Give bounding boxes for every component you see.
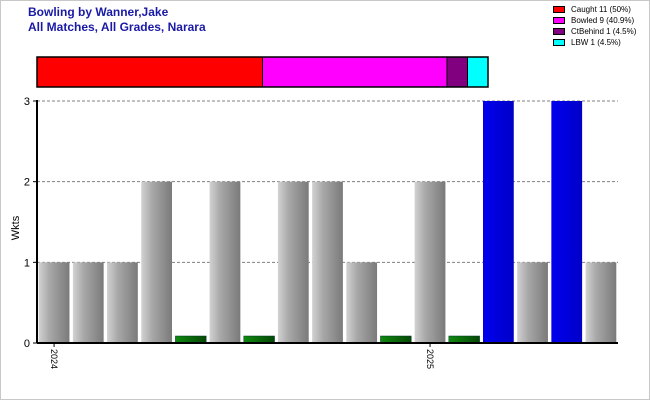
legend-swatch-bowled <box>553 17 565 24</box>
bar-1 <box>72 262 104 343</box>
bar-14 <box>517 262 548 343</box>
chart-title: Bowling by Wanner,Jake <box>28 5 169 19</box>
percent-segment-lbw <box>467 56 489 88</box>
percent-bar-border <box>36 56 489 88</box>
legend-label-lbw: LBW 1 (4.5%) <box>571 38 621 47</box>
legend-swatch-ctbehind <box>553 28 565 35</box>
bar-13 <box>483 101 514 343</box>
bar-0 <box>38 262 70 343</box>
legend-label-caught: Caught 11 (50%) <box>571 5 631 14</box>
x-tick-label-2025: 2025 <box>425 349 435 369</box>
y-tick-label-3: 3 <box>24 96 30 108</box>
bar-16 <box>585 262 617 343</box>
bar-3 <box>141 181 172 343</box>
legend-swatch-caught <box>553 6 565 13</box>
bar-4 <box>175 335 207 344</box>
bar-15 <box>551 101 583 343</box>
bar-2 <box>107 262 138 343</box>
bar-9 <box>346 262 378 343</box>
chart-subtitle: All Matches, All Grades, Narara <box>28 20 206 34</box>
bar-6 <box>243 335 275 344</box>
x-ticks: 2024 2025 <box>49 343 435 369</box>
percent-bar <box>36 56 489 88</box>
legend-label-bowled: Bowled 9 (40.9%) <box>571 16 635 25</box>
percent-segment-ctbehind <box>446 56 468 88</box>
legend-label-ctbehind: CtBehind 1 (4.5%) <box>571 27 637 36</box>
x-tick-label-2024: 2024 <box>49 349 59 369</box>
bar-7 <box>277 181 309 343</box>
bar-12 <box>448 335 480 344</box>
axes <box>36 100 618 344</box>
y-ticks: 0 1 2 3 <box>24 96 37 350</box>
bar-8 <box>312 181 343 343</box>
y-tick-label-1: 1 <box>24 257 30 269</box>
y-tick-label-2: 2 <box>24 177 30 189</box>
bar-11 <box>414 181 446 343</box>
legend-swatch-lbw <box>553 39 565 46</box>
bar-5 <box>209 181 241 343</box>
percent-segment-bowled <box>262 56 448 88</box>
y-tick-label-0: 0 <box>24 338 30 350</box>
percent-segment-caught <box>36 56 263 88</box>
bars <box>38 101 617 344</box>
bar-10 <box>380 335 412 344</box>
